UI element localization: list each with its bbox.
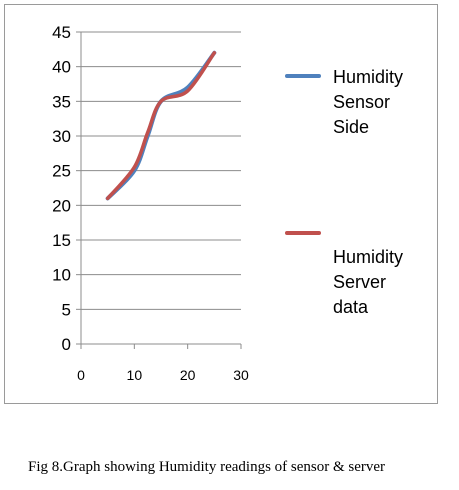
y-tick-label: 5 (62, 300, 71, 319)
legend-label-line: Side (333, 117, 370, 137)
line-chart: 0 5 10 15 20 25 30 35 40 45 0 10 20 30 (52, 23, 249, 383)
y-tick-label: 45 (52, 23, 71, 42)
y-tick-label: 30 (52, 127, 71, 146)
legend-label-line: Humidity (333, 247, 404, 267)
x-tick-label: 10 (127, 367, 143, 383)
figure-caption: Fig 8.Graph showing Humidity readings of… (0, 459, 459, 476)
legend-swatch-server (285, 231, 321, 235)
legend-label-server: Humidity Server data (333, 245, 433, 320)
axes (76, 31, 242, 349)
y-tick-label: 40 (52, 58, 71, 77)
legend-label-line: data (333, 297, 369, 317)
legend-label-line: Server (333, 272, 387, 292)
legend-label-line: Sensor (333, 92, 391, 112)
caption-text: Fig 8.Graph showing Humidity readings of… (28, 459, 386, 475)
x-tick-label: 0 (77, 367, 85, 383)
legend-label-line: Humidity (333, 67, 404, 87)
y-tick-label: 35 (52, 92, 71, 111)
tick-labels: 0 5 10 15 20 25 30 35 40 45 0 10 20 30 (52, 23, 249, 383)
y-tick-label: 15 (52, 231, 71, 250)
y-tick-label: 20 (52, 196, 71, 215)
gridlines (81, 31, 241, 310)
chart-frame: 0 5 10 15 20 25 30 35 40 45 0 10 20 30 Humidity Senso… (4, 4, 438, 404)
x-tick-label: 20 (180, 367, 196, 383)
y-tick-label: 25 (52, 162, 71, 181)
y-tick-label: 0 (62, 335, 71, 354)
series-line-server (105, 51, 217, 201)
x-tick-label: 30 (233, 367, 249, 383)
legend-swatch-sensor (285, 74, 321, 78)
series-lines (105, 50, 217, 201)
legend-label-sensor: Humidity Sensor Side (333, 65, 433, 140)
y-tick-label: 10 (52, 266, 71, 285)
